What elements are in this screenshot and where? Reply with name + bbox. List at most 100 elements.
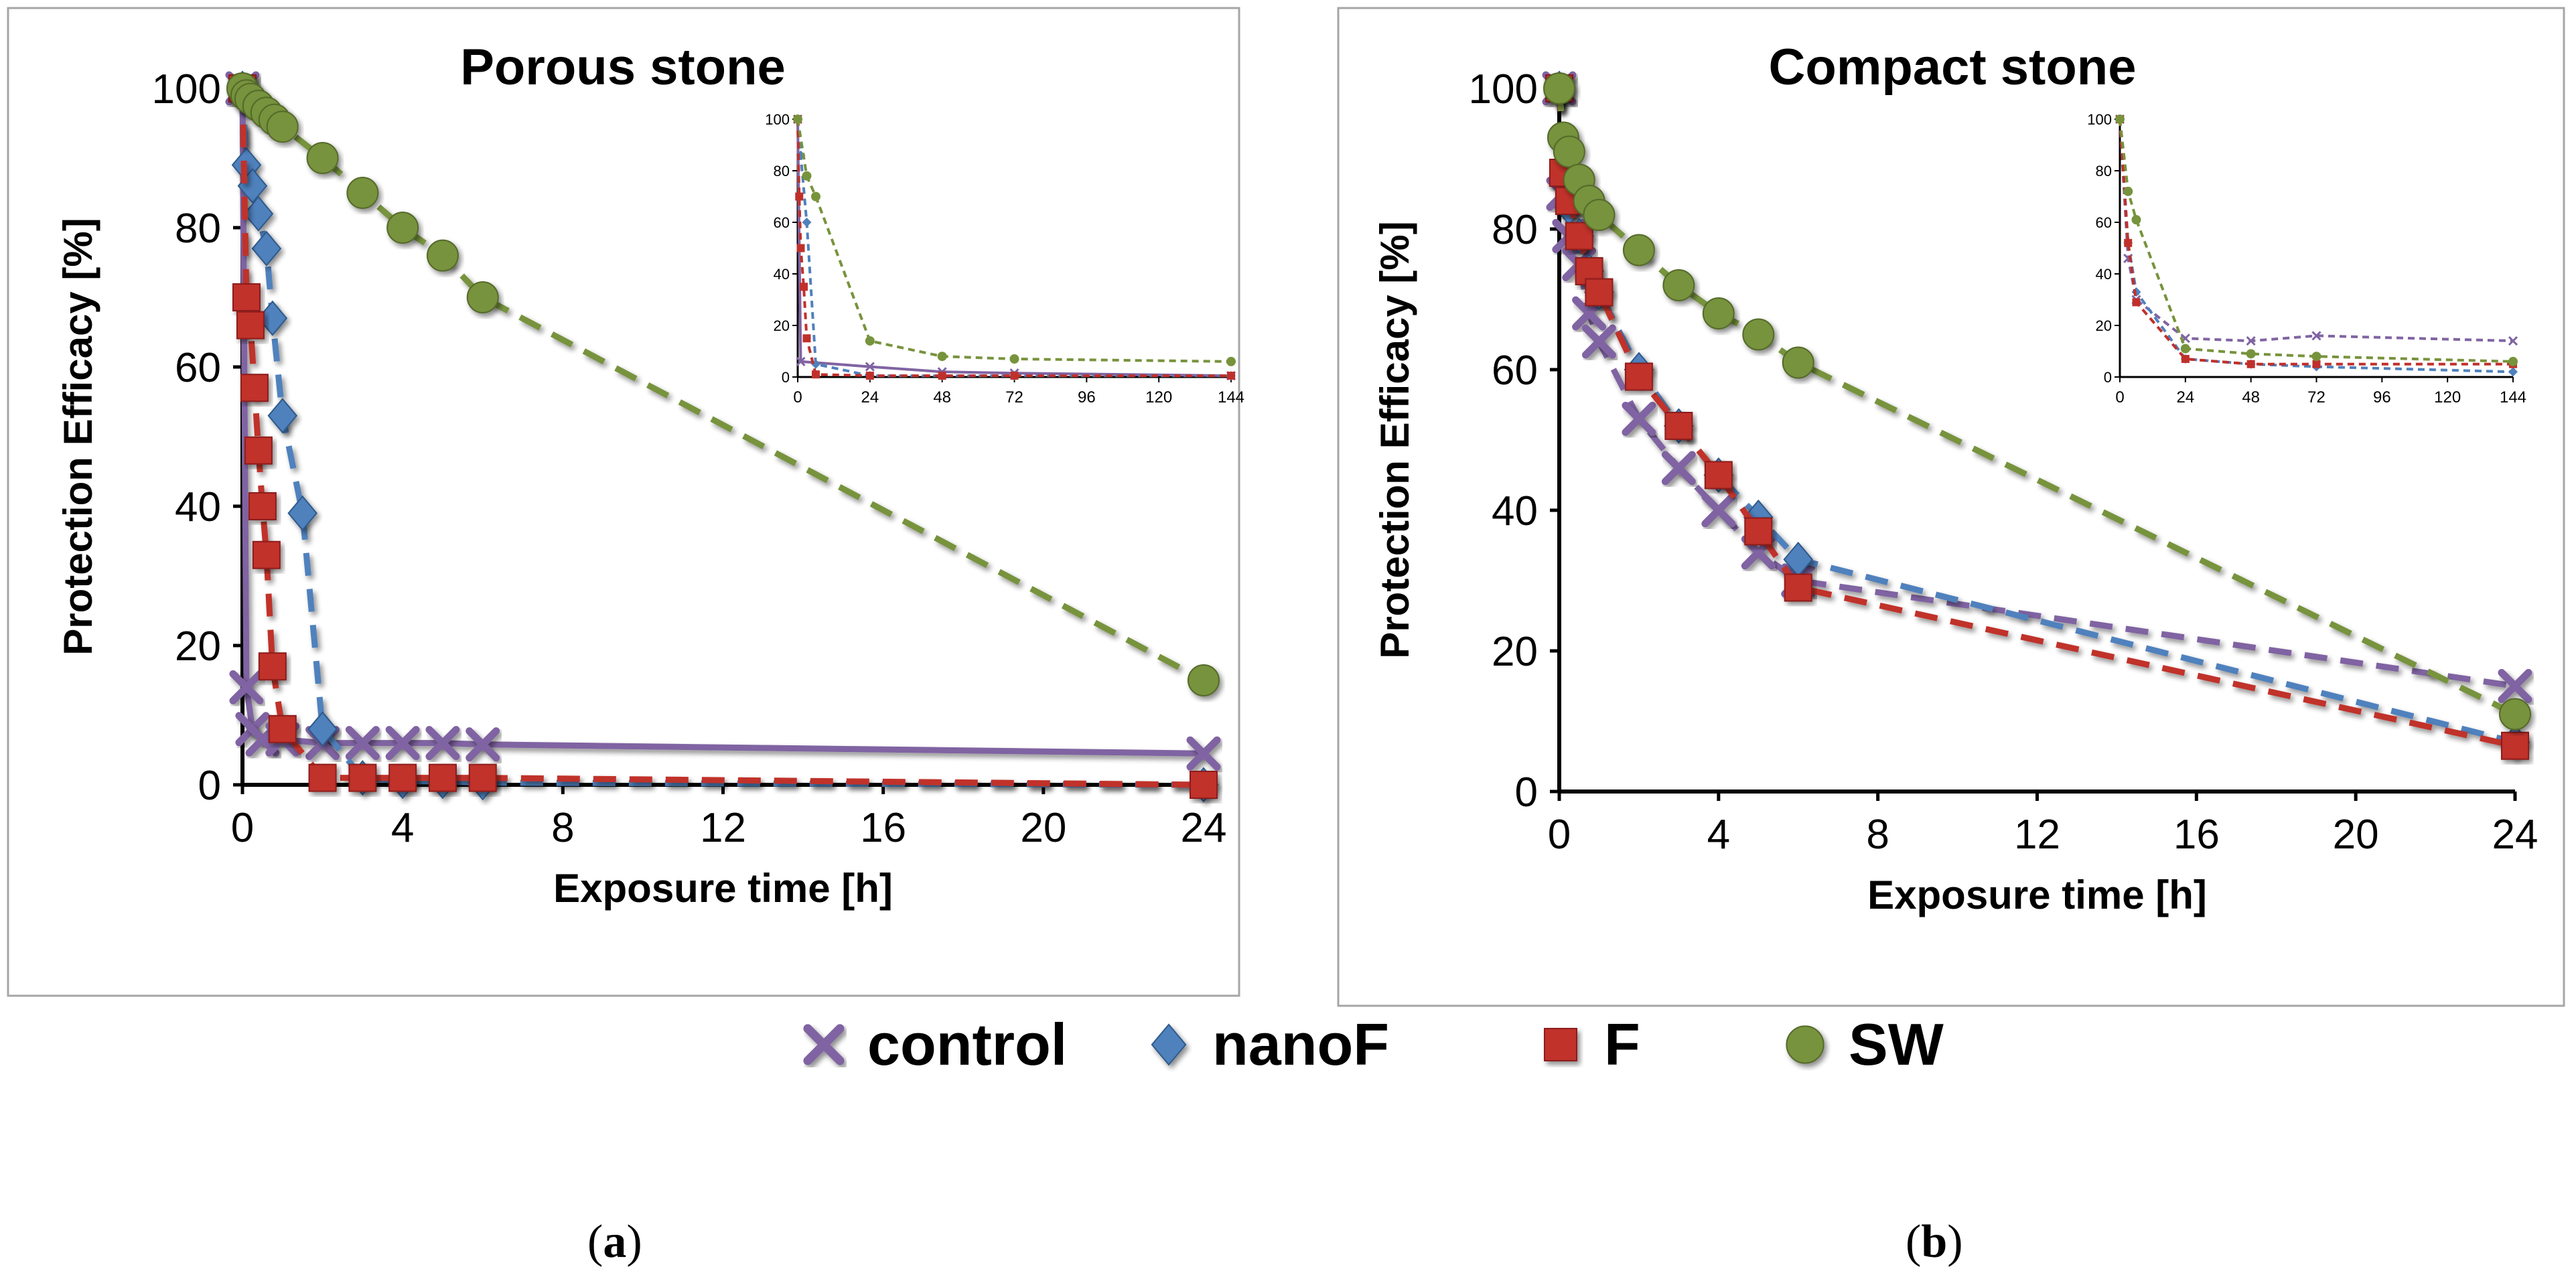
panel-label-b-letter: b xyxy=(1921,1216,1948,1268)
marker-f xyxy=(1624,362,1653,391)
legend-item-f: F xyxy=(1524,1011,1640,1077)
inset-series-f xyxy=(794,115,1235,380)
inset-marker-control xyxy=(2246,336,2256,346)
marker-control xyxy=(229,670,264,704)
x-tick-label: 12 xyxy=(700,805,746,851)
inset-x-tick-label: 0 xyxy=(793,388,802,406)
inset-x-tick-label: 48 xyxy=(2242,388,2260,406)
inset-y-tick-label: 60 xyxy=(2096,214,2112,231)
marker-sw xyxy=(1662,269,1695,301)
legend-label-sw: SW xyxy=(1849,1011,1944,1077)
marker-sw xyxy=(1782,346,1814,379)
panel-label-a: (a) xyxy=(587,1215,642,1269)
marker-sw xyxy=(426,239,459,272)
y-tick-label: 100 xyxy=(152,66,221,112)
x-axis-label: Exposure time [h] xyxy=(553,866,893,911)
inset-series-line-f xyxy=(796,119,1231,378)
marker-sw xyxy=(386,212,419,244)
series-line-control xyxy=(1556,88,2516,689)
legend-marker-control xyxy=(803,1024,845,1065)
inset-marker-nanof xyxy=(2508,367,2518,377)
inset-x-tick-label: 96 xyxy=(2373,388,2391,406)
marker-f xyxy=(348,763,377,792)
marker-f xyxy=(308,763,337,792)
inset-y-tick-label: 40 xyxy=(2096,266,2112,283)
marker-f xyxy=(428,763,457,792)
legend-label-f: F xyxy=(1604,1011,1640,1077)
marker-f xyxy=(1664,412,1693,440)
marker-sw xyxy=(1622,234,1655,267)
inset-x-tick-label: 144 xyxy=(1218,388,1244,406)
inset-series-sw xyxy=(793,115,1236,366)
inset-y-tick-label: 100 xyxy=(765,111,790,128)
inset-marker-f xyxy=(795,192,804,201)
marker-f xyxy=(1704,461,1733,490)
inset-marker-control xyxy=(796,356,806,366)
inset-marker-f xyxy=(2181,355,2190,364)
y-tick-label: 0 xyxy=(1515,769,1538,816)
inset-x-tick-label: 144 xyxy=(2500,388,2526,406)
series-f xyxy=(1545,74,2529,760)
legend-marker-nanof xyxy=(1151,1023,1187,1066)
inset-marker-sw xyxy=(2508,356,2518,366)
inset-marker-sw xyxy=(2123,186,2133,196)
marker-f xyxy=(240,374,269,402)
y-axis-label: Protection Efficacy [%] xyxy=(56,218,100,655)
inset-x-tick-label: 96 xyxy=(1078,388,1096,406)
marker-sw xyxy=(346,177,379,209)
inset-marker-f xyxy=(811,370,820,379)
x-tick-label: 0 xyxy=(231,805,254,851)
y-axis-label: Protection Efficacy [%] xyxy=(1372,221,1417,658)
x-tick-label: 16 xyxy=(860,805,906,851)
series-sw xyxy=(1543,72,2531,731)
x-tick-label: 4 xyxy=(1707,812,1730,858)
inset-marker-sw xyxy=(2246,349,2256,359)
x-tick-label: 16 xyxy=(2173,812,2220,858)
marker-control xyxy=(1581,324,1616,359)
marker-f xyxy=(244,436,273,465)
marker-nanof xyxy=(251,230,282,267)
inset-y-tick-label: 100 xyxy=(2087,111,2112,128)
inset-x-tick-label: 48 xyxy=(933,388,951,406)
inset-x-tick-label: 120 xyxy=(2434,388,2461,406)
y-tick-label: 100 xyxy=(1469,66,1538,112)
y-tick-label: 20 xyxy=(1492,629,1538,675)
marker-sw xyxy=(466,281,499,313)
x-tick-label: 20 xyxy=(2333,812,2379,858)
chart-title: Porous stone xyxy=(460,39,786,96)
marker-f xyxy=(268,714,297,743)
marker-nanof xyxy=(243,196,274,232)
inset-y-tick-label: 40 xyxy=(774,266,790,283)
x-axis-label: Exposure time [h] xyxy=(1867,873,2207,917)
panel-label-a-close: ) xyxy=(626,1216,642,1268)
marker-control xyxy=(1186,736,1221,771)
inset-marker-sw xyxy=(1226,356,1236,366)
inset-x-tick-label: 24 xyxy=(861,388,879,406)
inset-marker-f xyxy=(1010,372,1019,380)
inset-marker-sw xyxy=(2311,352,2321,362)
inset-y-tick-label: 0 xyxy=(782,369,790,386)
marker-control xyxy=(385,726,420,761)
inset-marker-f xyxy=(2246,360,2255,368)
x-tick-label: 8 xyxy=(551,805,574,851)
inset-marker-sw xyxy=(793,115,802,124)
inset-marker-f xyxy=(2312,360,2321,368)
inset-marker-sw xyxy=(802,171,812,181)
inset-marker-control xyxy=(865,362,875,372)
x-tick-label: 4 xyxy=(391,805,414,851)
chart-frame xyxy=(1337,7,2565,1007)
marker-sw xyxy=(266,110,299,143)
panel-label-b-close: ) xyxy=(1947,1216,1963,1268)
inset-marker-sw xyxy=(865,336,875,346)
y-tick-label: 80 xyxy=(1492,207,1538,253)
panel-label-b-open: ( xyxy=(1906,1216,1922,1268)
marker-f xyxy=(388,763,417,792)
panel-label-a-letter: a xyxy=(603,1216,627,1268)
y-tick-label: 40 xyxy=(1492,488,1538,534)
y-tick-label: 20 xyxy=(175,623,221,670)
inset-chart: 0 20 40 60 80 100 0 24 48 72 96 120 144 xyxy=(2087,111,2526,406)
y-tick-label: 0 xyxy=(198,763,221,809)
marker-f xyxy=(236,311,265,340)
